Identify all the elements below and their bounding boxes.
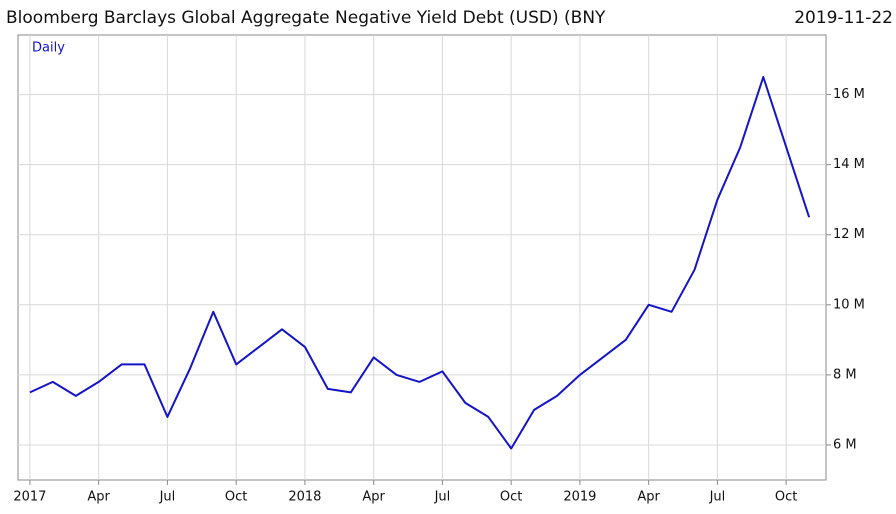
- plot-frame: [17, 34, 827, 481]
- y-tick-label: 14 M: [833, 157, 865, 172]
- x-tick-label: Apr: [362, 490, 385, 505]
- x-tick-label: 2018: [288, 490, 321, 505]
- legend-label: Daily: [32, 41, 65, 56]
- x-tick-label: Jul: [709, 490, 726, 505]
- y-tick-label: 12 M: [833, 227, 865, 242]
- x-tick-label: Jul: [434, 490, 451, 505]
- x-tick-label: Apr: [87, 490, 110, 505]
- y-tick-label: 16 M: [833, 87, 865, 102]
- y-tick-label: 8 M: [833, 367, 857, 382]
- x-tick-label: Oct: [775, 490, 797, 505]
- y-tick-label: 10 M: [833, 297, 865, 312]
- chart-date: 2019-11-22: [794, 8, 893, 28]
- x-tick-label: Oct: [500, 490, 522, 505]
- x-tick-label: 2017: [13, 490, 46, 505]
- series-line: [29, 76, 811, 450]
- x-tick-label: Jul: [159, 490, 176, 505]
- x-tick-label: Oct: [225, 490, 247, 505]
- x-tick-label: Apr: [637, 490, 660, 505]
- date-backdrop: [772, 4, 896, 32]
- x-tick-label: 2019: [563, 490, 596, 505]
- chart-title: Bloomberg Barclays Global Aggregate Nega…: [6, 8, 606, 28]
- y-tick-label: 6 M: [833, 437, 857, 452]
